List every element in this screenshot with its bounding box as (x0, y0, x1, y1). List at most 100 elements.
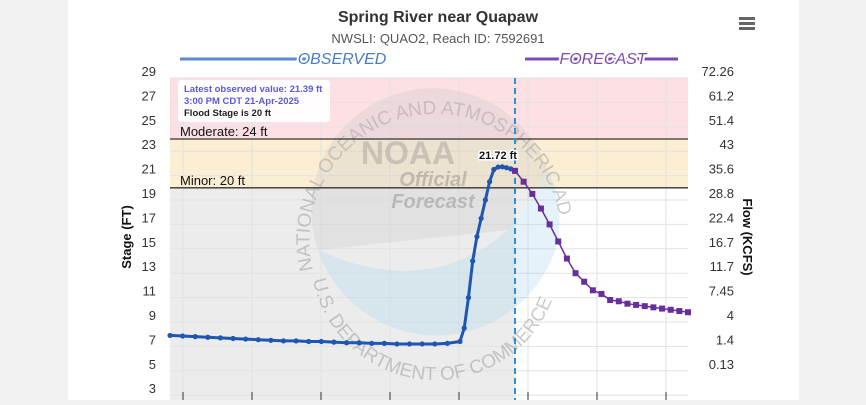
y2-tick-label: 4 (727, 308, 734, 323)
forecast-point (546, 221, 553, 228)
y2-tick-label: 7.45 (709, 284, 734, 299)
y-tick-label: 17 (142, 210, 156, 225)
y-tick-label: 23 (142, 137, 156, 152)
y-tick-label: 19 (142, 186, 156, 201)
observed-period-zone (170, 187, 515, 400)
y2-tick-label: 61.2 (709, 88, 734, 103)
y-tick-label: 11 (143, 284, 157, 299)
observed-point (491, 166, 497, 173)
forecast-point (667, 306, 674, 313)
stamp-official: Official (399, 169, 467, 191)
y-tick-label: 21 (142, 162, 156, 177)
y2-tick-label: 11.7 (710, 259, 734, 274)
observed-point (205, 334, 211, 340)
y-tick-label: 9 (149, 308, 156, 323)
y-tick-label: 27 (142, 88, 156, 103)
observed-point (444, 340, 450, 346)
observed-point (331, 339, 337, 345)
observed-point (356, 340, 362, 346)
y2-tick-label: 0.13 (709, 357, 734, 372)
forecast-point (615, 298, 622, 305)
observed-point (503, 165, 510, 171)
y2-tick-label: 16.7 (709, 235, 734, 250)
forecast-point (659, 305, 666, 312)
tooltip-flood-stage: Flood Stage is 20 ft (184, 108, 272, 119)
observed-point (343, 340, 350, 346)
observed-point (180, 333, 186, 339)
y2-axis-title: Flow (KCFS) (740, 198, 755, 275)
chart-subtitle: NWSLI: QUAO2, Reach ID: 7592691 (331, 31, 544, 46)
y-tick-label: 25 (142, 113, 156, 128)
y2-tick-label: 51.4 (709, 113, 734, 128)
observed-point (167, 332, 173, 339)
observed-point (495, 164, 501, 170)
forecast-point (685, 309, 691, 316)
y2-tick-label: 72.26 (701, 64, 734, 79)
forecast-point (641, 303, 648, 310)
y2-tick-label: 35.6 (709, 162, 734, 177)
forecast-point (512, 167, 518, 174)
observed-point (470, 258, 476, 264)
y2-tick-label: 22.4 (709, 210, 734, 225)
forecast-point (589, 287, 596, 294)
forecast-point (537, 205, 544, 212)
y-tick-label: 5 (149, 357, 156, 372)
observed-label: OBSERVED (298, 51, 387, 68)
y-tick-label: 13 (142, 259, 156, 274)
observed-point (255, 337, 261, 343)
observed-point (474, 234, 480, 240)
observed-point (306, 338, 312, 345)
observed-point (406, 341, 413, 347)
forecast-point (572, 270, 579, 277)
menu-button[interactable] (731, 14, 755, 32)
forecast-point (624, 300, 631, 307)
y-tick-label: 15 (142, 235, 156, 250)
forecast-point (581, 278, 588, 285)
observed-point (465, 295, 472, 301)
observed-point (293, 338, 299, 344)
observed-point (487, 179, 493, 185)
forecast-point (650, 304, 657, 311)
forecast-point (607, 297, 614, 304)
forecast-point (563, 255, 570, 262)
y-axis-title: Stage (FT) (119, 205, 134, 269)
forecast-point (633, 301, 640, 308)
observed-point (280, 338, 287, 344)
hydrograph-chart: Spring River near Quapaw NWSLI: QUAO2, R… (60, 0, 755, 400)
forecast-point (676, 308, 683, 315)
forecast-point (598, 290, 605, 297)
peak-label: 21.72 ft (479, 150, 517, 162)
y-tick-label: 3 (149, 381, 156, 396)
observed-point (217, 335, 224, 341)
observed-point (381, 340, 387, 346)
tooltip-latest-value: Latest observed value: 21.39 ft (184, 84, 323, 95)
observed-point (457, 338, 463, 345)
forecast-point (520, 178, 527, 185)
forecast-label: FORECAST (559, 51, 647, 68)
observed-point (432, 341, 438, 347)
hydrograph-card: Spring River near Quapaw NWSLI: QUAO2, R… (60, 0, 799, 400)
observed-point (482, 197, 488, 203)
tooltip: Latest observed value: 21.39 ft 3:00 PM … (178, 80, 330, 122)
y-tick-label: 7 (149, 332, 156, 347)
threshold-label: Moderate: 24 ft (180, 124, 268, 139)
observed-point (268, 337, 274, 343)
noaa-logo-text: NOAA (361, 135, 455, 171)
threshold-label: Minor: 20 ft (180, 173, 245, 188)
hamburger-menu-icon[interactable] (739, 17, 755, 20)
observed-point (478, 215, 484, 221)
observed-point (394, 341, 400, 347)
observed-point (369, 340, 375, 346)
observed-point (243, 336, 249, 342)
observed-point (419, 341, 425, 347)
y2-tick-label: 1.4 (716, 332, 734, 347)
observed-point (499, 164, 505, 170)
forecast-point (555, 238, 562, 245)
forecast-point (529, 190, 536, 197)
stamp-forecast: Forecast (391, 191, 476, 213)
y-tick-label: 29 (142, 64, 156, 79)
observed-point (230, 335, 236, 342)
observed-point (461, 325, 467, 331)
chart-title: Spring River near Quapaw (338, 9, 539, 26)
y2-tick-label: 43 (720, 137, 734, 152)
